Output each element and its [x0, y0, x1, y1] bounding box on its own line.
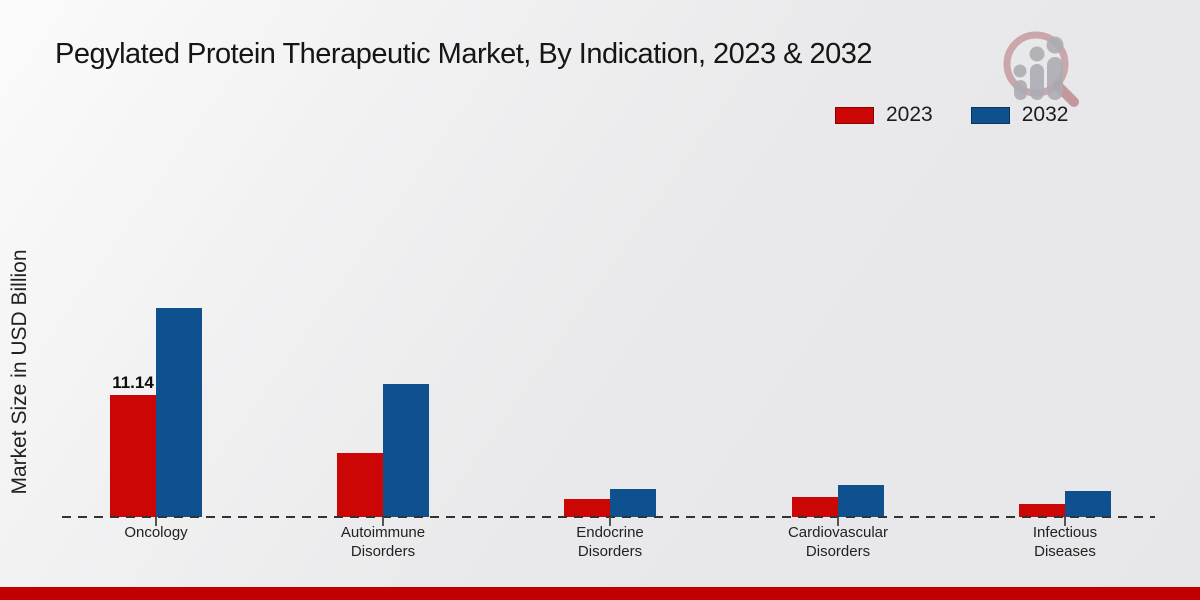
bar-2032-oncology: [156, 308, 202, 517]
chart-title: Pegylated Protein Therapeutic Market, By…: [55, 38, 873, 70]
legend-label-2023: 2023: [886, 103, 933, 126]
data-label-2023-oncology: 11.14: [112, 373, 154, 392]
footer-accent-bar: [0, 587, 1200, 600]
watermark-logo-icon: [1003, 31, 1079, 107]
legend-item-2032: 2032: [970, 103, 1069, 127]
x-tick-label-cardiovascular-disorders: Cardiovascular Disorders: [787, 524, 889, 560]
x-tick-cardiovascular-disorders: [837, 517, 839, 526]
legend-label-2032: 2032: [1021, 103, 1069, 126]
legend-swatch-2032: [970, 106, 1010, 124]
y-axis-label: Market Size in USD Billion: [8, 249, 31, 495]
legend-swatch-2023: [835, 106, 874, 124]
bar-2023-infectious-diseases: [1019, 504, 1065, 517]
x-tick-oncology: [155, 517, 157, 526]
zero-baseline: [62, 516, 1155, 518]
x-tick-autoimmune-disorders: [382, 517, 384, 526]
x-tick-label-autoimmune-disorders: Autoimmune Disorders: [340, 524, 426, 560]
bar-2023-cardiovascular-disorders: [792, 497, 838, 517]
x-tick-label-infectious-diseases: Infectious Diseases: [1032, 524, 1098, 560]
bar-2032-autoimmune-disorders: [383, 384, 429, 517]
legend: 2023 2032: [835, 103, 1068, 127]
bar-2023-oncology: [110, 395, 156, 517]
bar-2023-endocrine-disorders: [564, 499, 610, 517]
bar-2023-autoimmune-disorders: [337, 453, 383, 517]
x-tick-label-endocrine-disorders: Endocrine Disorders: [576, 524, 644, 560]
bar-2032-infectious-diseases: [1065, 491, 1111, 517]
x-tick-label-oncology: Oncology: [124, 524, 188, 541]
bar-2032-endocrine-disorders: [610, 489, 656, 517]
x-tick-endocrine-disorders: [609, 517, 611, 526]
x-tick-infectious-diseases: [1064, 517, 1066, 526]
legend-item-2023: 2023: [835, 103, 933, 127]
bar-2032-cardiovascular-disorders: [838, 485, 884, 517]
